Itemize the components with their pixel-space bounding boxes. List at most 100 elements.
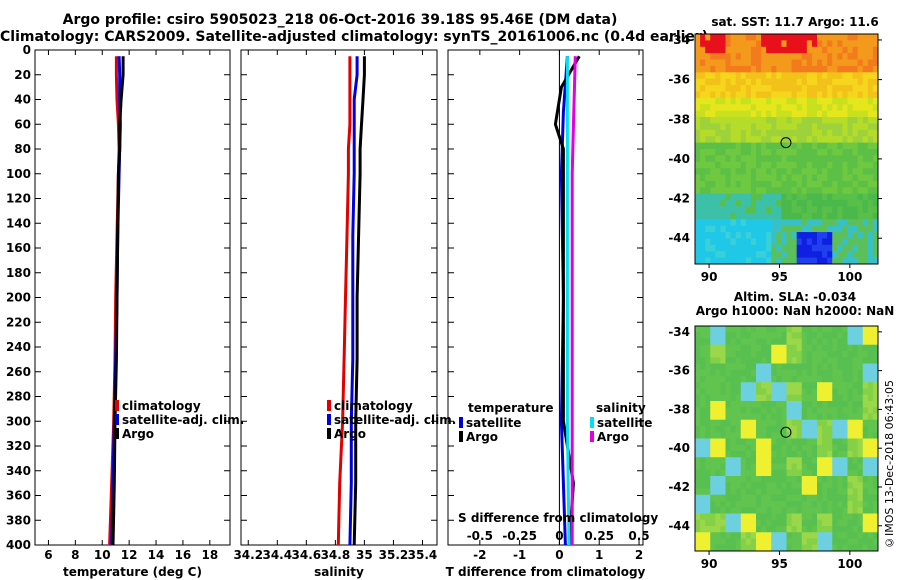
map-cell <box>720 149 726 156</box>
map-cell <box>806 401 813 408</box>
map-cell <box>822 432 828 439</box>
map-cell <box>776 34 782 41</box>
map-cell <box>867 244 874 252</box>
map-cell <box>761 97 767 105</box>
map-cell <box>827 457 833 464</box>
map-cell <box>705 419 711 427</box>
map-cell <box>735 488 742 496</box>
map-cell <box>750 344 757 352</box>
map-cell <box>750 426 757 433</box>
map-cell <box>827 251 833 259</box>
map-cell <box>852 78 859 86</box>
map-cell <box>776 72 782 80</box>
map-cell <box>776 488 782 496</box>
map-cell <box>847 232 854 239</box>
map-cell <box>822 476 828 483</box>
map-cell <box>837 212 843 220</box>
map-cell <box>847 388 854 396</box>
map-cell <box>827 129 833 137</box>
map-cell <box>817 65 823 73</box>
map-cell <box>705 488 711 496</box>
map-cell <box>862 388 869 396</box>
map-cell <box>705 219 711 227</box>
map-cell <box>817 110 823 118</box>
map-cell <box>720 65 726 73</box>
map-cell <box>730 344 737 352</box>
map-cell <box>796 407 803 414</box>
map-cell <box>766 65 772 73</box>
map-cell <box>837 407 843 414</box>
map-cell <box>720 155 726 163</box>
map-cell <box>786 149 793 156</box>
map-cell <box>715 257 721 265</box>
map-cell <box>725 187 732 195</box>
map-cell <box>725 507 732 514</box>
map-cell <box>761 168 767 176</box>
map-cell <box>827 200 833 207</box>
map-cell <box>842 97 848 105</box>
map-cell <box>750 357 757 364</box>
map-cell <box>822 206 828 214</box>
map-cell <box>791 174 798 182</box>
map-cell <box>852 161 859 169</box>
map-cell <box>817 413 823 421</box>
map-cell <box>806 457 813 464</box>
map-cell <box>720 200 726 207</box>
legend-label-salinity: Argo <box>334 427 366 441</box>
map-cell <box>872 219 879 227</box>
map-cell <box>847 200 854 207</box>
map-cell <box>695 513 701 521</box>
map-cell <box>700 544 706 552</box>
map-cell <box>867 507 874 514</box>
map-cell <box>771 357 777 364</box>
map-cell <box>796 388 803 396</box>
map-cell <box>786 426 793 433</box>
map-cell <box>786 451 793 458</box>
map-cell <box>776 544 782 552</box>
map-cell <box>700 519 706 527</box>
map-cell <box>730 338 737 346</box>
map-cell <box>857 155 864 163</box>
map-cell <box>837 40 843 48</box>
map-cell <box>796 469 803 477</box>
map-cell <box>847 34 854 41</box>
map-cell <box>781 232 787 239</box>
map-cell <box>796 326 803 333</box>
map-cell <box>862 225 869 233</box>
map-cell <box>740 369 747 377</box>
map-cell <box>867 482 874 489</box>
map-cell <box>725 382 732 389</box>
map-cell <box>822 34 828 41</box>
map-cell <box>822 369 828 377</box>
map-cell <box>862 363 869 371</box>
map-cell <box>817 513 823 521</box>
map-cell <box>867 376 874 383</box>
map-cell <box>857 432 864 439</box>
map-cell <box>801 161 808 169</box>
map-cell <box>776 97 782 105</box>
map-cell <box>725 376 732 383</box>
map-cell <box>710 85 716 92</box>
map-cell <box>705 532 711 539</box>
map-cell <box>796 78 803 86</box>
map-cell <box>801 206 808 214</box>
map-cell <box>695 357 701 364</box>
map-cell <box>750 59 757 67</box>
map-cell <box>745 206 752 214</box>
map-cell <box>720 469 726 477</box>
map-cell <box>837 413 843 421</box>
map-cell <box>761 251 767 259</box>
map-cell <box>730 376 737 383</box>
map-cell <box>847 344 854 352</box>
map-cell <box>725 501 732 508</box>
map-cell <box>771 187 777 195</box>
map-cell <box>862 338 869 346</box>
map-cell <box>867 544 874 552</box>
map-cell <box>750 451 757 458</box>
y-tick-label: 400 <box>6 538 31 552</box>
map-cell <box>715 59 721 67</box>
map-cell <box>720 104 726 112</box>
map-cell <box>872 326 879 333</box>
map-cell <box>781 155 787 163</box>
map-cell <box>847 469 854 477</box>
